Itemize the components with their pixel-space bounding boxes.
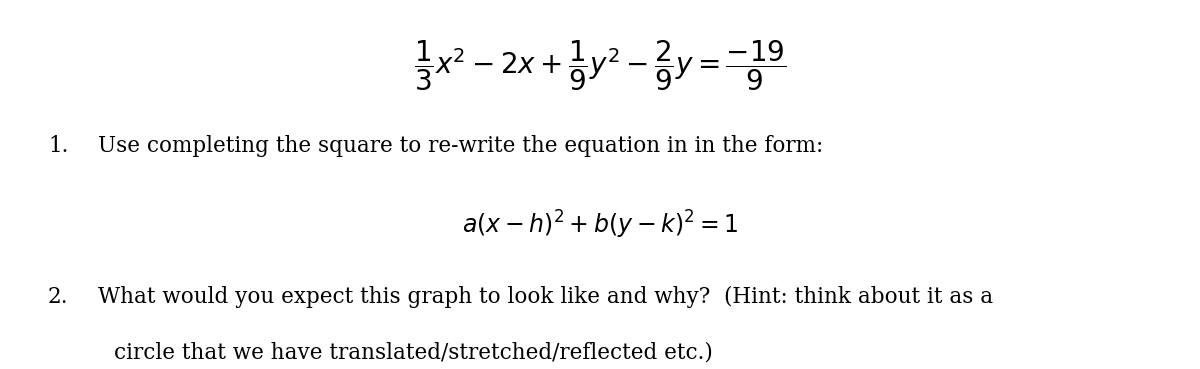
Text: circle that we have translated/stretched/reflected etc.): circle that we have translated/stretched… <box>114 341 713 363</box>
Text: $a(x - h)^2 + b(y - k)^2 = 1$: $a(x - h)^2 + b(y - k)^2 = 1$ <box>462 208 738 241</box>
Text: $\dfrac{1}{3}x^2 - 2x + \dfrac{1}{9}y^2 - \dfrac{2}{9}y = \dfrac{-19}{9}$: $\dfrac{1}{3}x^2 - 2x + \dfrac{1}{9}y^2 … <box>414 39 786 93</box>
Text: What would you expect this graph to look like and why?  (Hint: think about it as: What would you expect this graph to look… <box>98 286 994 308</box>
Text: Use completing the square to re-write the equation in in the form:: Use completing the square to re-write th… <box>98 135 823 157</box>
Text: 1.: 1. <box>48 135 68 157</box>
Text: 2.: 2. <box>48 286 68 308</box>
